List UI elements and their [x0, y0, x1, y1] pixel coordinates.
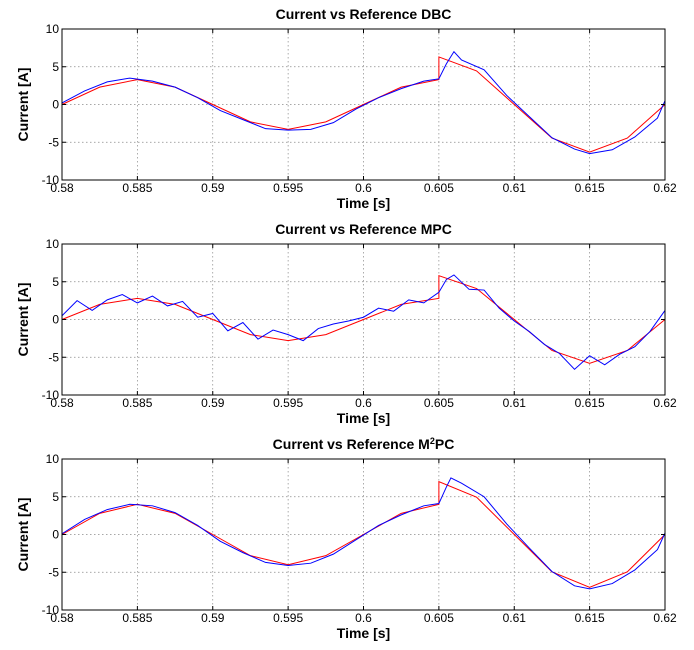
- x-tick-label: 0.585: [122, 611, 152, 625]
- y-tick-label: 5: [52, 275, 59, 289]
- y-tick-label: 0: [52, 313, 59, 327]
- chart-panel: 0.58 0.585 0.59 0.595 0.6 0.605 0.61 0.615 0.62 -…: [15, 221, 677, 426]
- x-tick-label: 0.62: [653, 181, 677, 195]
- y-axis-label: Current [A]: [15, 283, 31, 357]
- x-tick-label: 0.615: [575, 611, 605, 625]
- x-tick-label: 0.59: [201, 396, 225, 410]
- y-tick-label: -10: [42, 173, 60, 187]
- y-tick-label: -5: [48, 350, 59, 364]
- x-tick-label: 0.605: [424, 181, 454, 195]
- y-tick-label: -10: [42, 603, 60, 617]
- y-tick-label: -5: [48, 135, 59, 149]
- x-tick-label: 0.6: [355, 181, 372, 195]
- y-tick-label: 10: [46, 22, 60, 36]
- y-tick-label: 10: [46, 237, 60, 251]
- y-tick-label: 5: [52, 490, 59, 504]
- x-tick-label: 0.61: [503, 181, 527, 195]
- y-tick-label: 5: [52, 60, 59, 74]
- x-tick-label: 0.6: [355, 396, 372, 410]
- x-tick-label: 0.62: [653, 611, 677, 625]
- chart-title: Current vs Reference MPC: [275, 221, 452, 237]
- measured-line: [61, 50, 666, 155]
- x-tick-label: 0.62: [653, 396, 677, 410]
- x-tick-label: 0.58: [50, 611, 74, 625]
- x-tick-label: 0.58: [50, 396, 74, 410]
- x-tick-label: 0.595: [273, 181, 303, 195]
- x-tick-label: 0.615: [575, 181, 605, 195]
- y-tick-label: 0: [52, 528, 59, 542]
- chart-title: Current vs Reference M2PC: [273, 436, 455, 452]
- x-tick-label: 0.59: [201, 181, 225, 195]
- x-axis-label: Time [s]: [337, 410, 390, 426]
- x-tick-label: 0.595: [273, 396, 303, 410]
- chart-title: Current vs Reference DBC: [276, 6, 452, 22]
- title-suffix: PC: [435, 436, 454, 452]
- title-superscript: 2: [430, 436, 435, 446]
- x-tick-label: 0.615: [575, 396, 605, 410]
- x-tick-label: 0.605: [424, 396, 454, 410]
- y-tick-label: -5: [48, 565, 59, 579]
- measured-line: [61, 274, 666, 371]
- x-tick-label: 0.585: [122, 181, 152, 195]
- x-tick-label: 0.595: [273, 611, 303, 625]
- x-tick-label: 0.59: [201, 611, 225, 625]
- x-tick-label: 0.58: [50, 181, 74, 195]
- x-tick-label: 0.605: [424, 611, 454, 625]
- x-axis-label: Time [s]: [337, 195, 390, 211]
- y-tick-label: -10: [42, 388, 60, 402]
- chart-panel: 0.58 0.585 0.59 0.595 0.6 0.605 0.61 0.615 0.62 -…: [15, 6, 677, 211]
- y-tick-label: 0: [52, 98, 59, 112]
- x-axis-label: Time [s]: [337, 625, 390, 641]
- chart-panel: 0.58 0.585 0.59 0.595 0.6 0.605 0.61 0.615 0.62 -…: [15, 436, 677, 641]
- x-tick-label: 0.61: [503, 396, 527, 410]
- y-axis-label: Current [A]: [15, 498, 31, 572]
- x-tick-label: 0.61: [503, 611, 527, 625]
- x-tick-label: 0.6: [355, 611, 372, 625]
- measured-line: [61, 477, 666, 590]
- y-tick-label: 10: [46, 452, 60, 466]
- x-tick-label: 0.585: [122, 396, 152, 410]
- y-axis-label: Current [A]: [15, 68, 31, 142]
